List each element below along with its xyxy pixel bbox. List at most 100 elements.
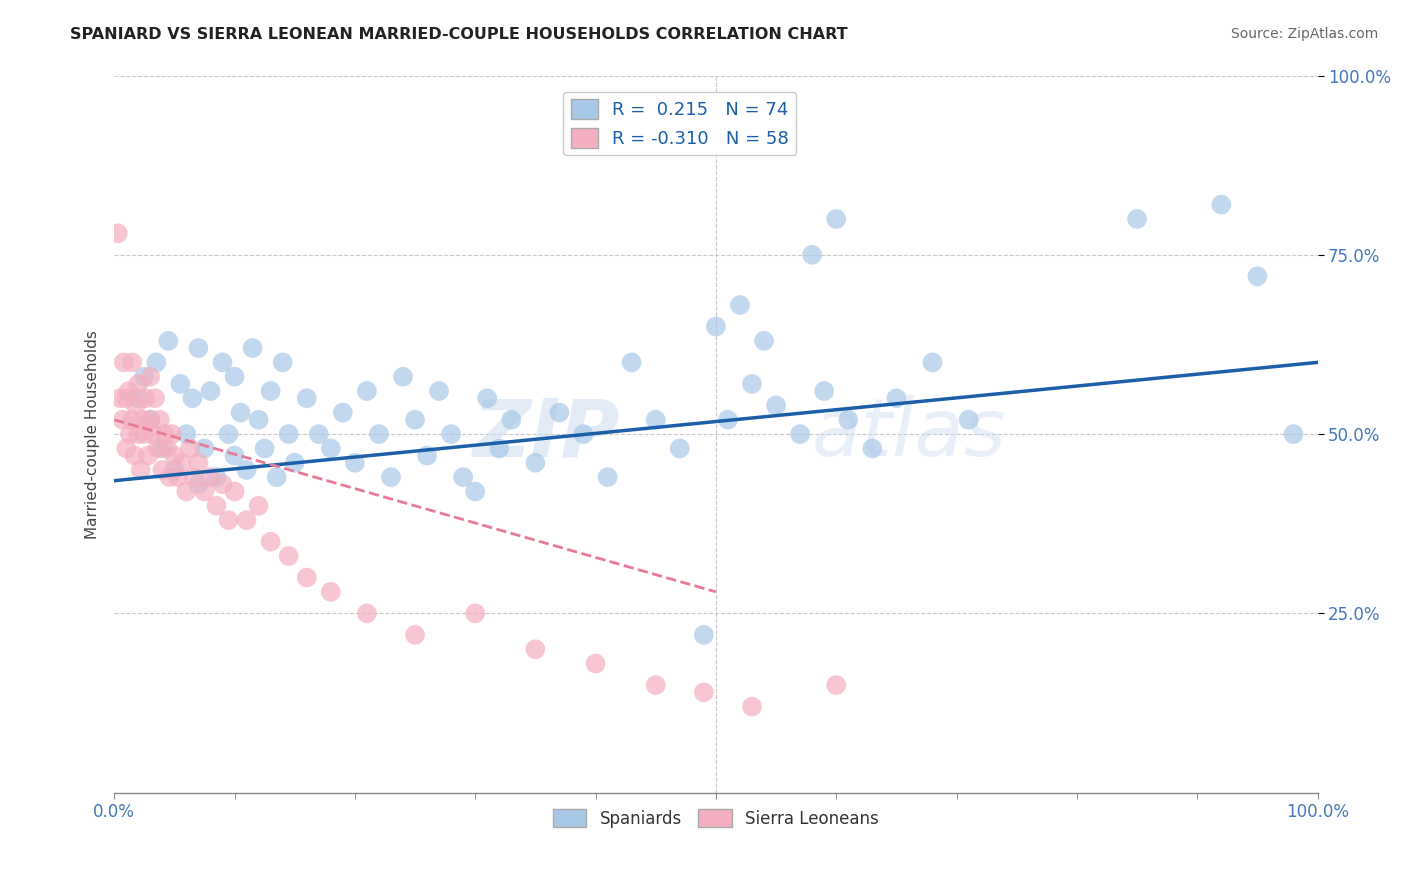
Point <box>163 449 186 463</box>
Point <box>644 413 666 427</box>
Point <box>404 413 426 427</box>
Point <box>319 585 342 599</box>
Point <box>242 341 264 355</box>
Point <box>139 413 162 427</box>
Point <box>572 427 595 442</box>
Point <box>253 442 276 456</box>
Point <box>1126 211 1149 226</box>
Point <box>143 391 166 405</box>
Point <box>440 427 463 442</box>
Point <box>259 534 281 549</box>
Point <box>319 442 342 456</box>
Point <box>229 406 252 420</box>
Point <box>145 355 167 369</box>
Point <box>176 427 198 442</box>
Point <box>127 376 149 391</box>
Point <box>524 642 547 657</box>
Point <box>131 413 153 427</box>
Point <box>121 355 143 369</box>
Point <box>464 484 486 499</box>
Point <box>693 628 716 642</box>
Point <box>813 384 835 398</box>
Text: ZIP: ZIP <box>472 395 620 473</box>
Point <box>112 355 135 369</box>
Point <box>169 376 191 391</box>
Point <box>205 499 228 513</box>
Point <box>392 369 415 384</box>
Y-axis label: Married-couple Households: Married-couple Households <box>86 330 100 539</box>
Point <box>921 355 943 369</box>
Point <box>585 657 607 671</box>
Point <box>146 442 169 456</box>
Point <box>150 442 173 456</box>
Legend: Spaniards, Sierra Leoneans: Spaniards, Sierra Leoneans <box>546 803 886 835</box>
Point <box>596 470 619 484</box>
Point <box>187 456 209 470</box>
Point <box>176 484 198 499</box>
Point <box>183 470 205 484</box>
Point <box>752 334 775 348</box>
Point <box>142 427 165 442</box>
Point <box>125 398 148 412</box>
Point <box>139 413 162 427</box>
Point <box>380 470 402 484</box>
Text: SPANIARD VS SIERRA LEONEAN MARRIED-COUPLE HOUSEHOLDS CORRELATION CHART: SPANIARD VS SIERRA LEONEAN MARRIED-COUPL… <box>70 27 848 42</box>
Point <box>118 427 141 442</box>
Point <box>170 456 193 470</box>
Point <box>107 227 129 241</box>
Point <box>1211 197 1233 211</box>
Point <box>368 427 391 442</box>
Point <box>179 442 201 456</box>
Point <box>825 678 848 692</box>
Point <box>193 484 215 499</box>
Point <box>427 384 450 398</box>
Point <box>548 406 571 420</box>
Point <box>837 413 859 427</box>
Point <box>464 607 486 621</box>
Point <box>1282 427 1305 442</box>
Point <box>644 678 666 692</box>
Point <box>277 549 299 563</box>
Point <box>693 685 716 699</box>
Point <box>860 442 883 456</box>
Point <box>477 391 499 405</box>
Point <box>801 248 824 262</box>
Point <box>416 449 439 463</box>
Point <box>741 376 763 391</box>
Point <box>117 384 139 398</box>
Point <box>111 413 134 427</box>
Point <box>127 427 149 442</box>
Point <box>134 369 156 384</box>
Point <box>295 570 318 584</box>
Point <box>108 391 131 405</box>
Text: Source: ZipAtlas.com: Source: ZipAtlas.com <box>1230 27 1378 41</box>
Point <box>247 413 270 427</box>
Point <box>332 406 354 420</box>
Point <box>668 442 690 456</box>
Point <box>741 699 763 714</box>
Point <box>129 463 152 477</box>
Point <box>193 442 215 456</box>
Point <box>160 427 183 442</box>
Point <box>211 477 233 491</box>
Point <box>136 449 159 463</box>
Point <box>295 391 318 405</box>
Point <box>224 449 246 463</box>
Point <box>356 607 378 621</box>
Point <box>266 470 288 484</box>
Point <box>187 477 209 491</box>
Text: atlas: atlas <box>813 395 1007 473</box>
Point <box>211 355 233 369</box>
Point <box>157 334 180 348</box>
Point <box>524 456 547 470</box>
Point <box>620 355 643 369</box>
Point <box>1246 269 1268 284</box>
Point <box>825 211 848 226</box>
Point <box>124 449 146 463</box>
Point <box>134 427 156 442</box>
Point <box>308 427 330 442</box>
Point <box>139 369 162 384</box>
Point <box>205 470 228 484</box>
Point <box>284 456 307 470</box>
Point <box>704 319 727 334</box>
